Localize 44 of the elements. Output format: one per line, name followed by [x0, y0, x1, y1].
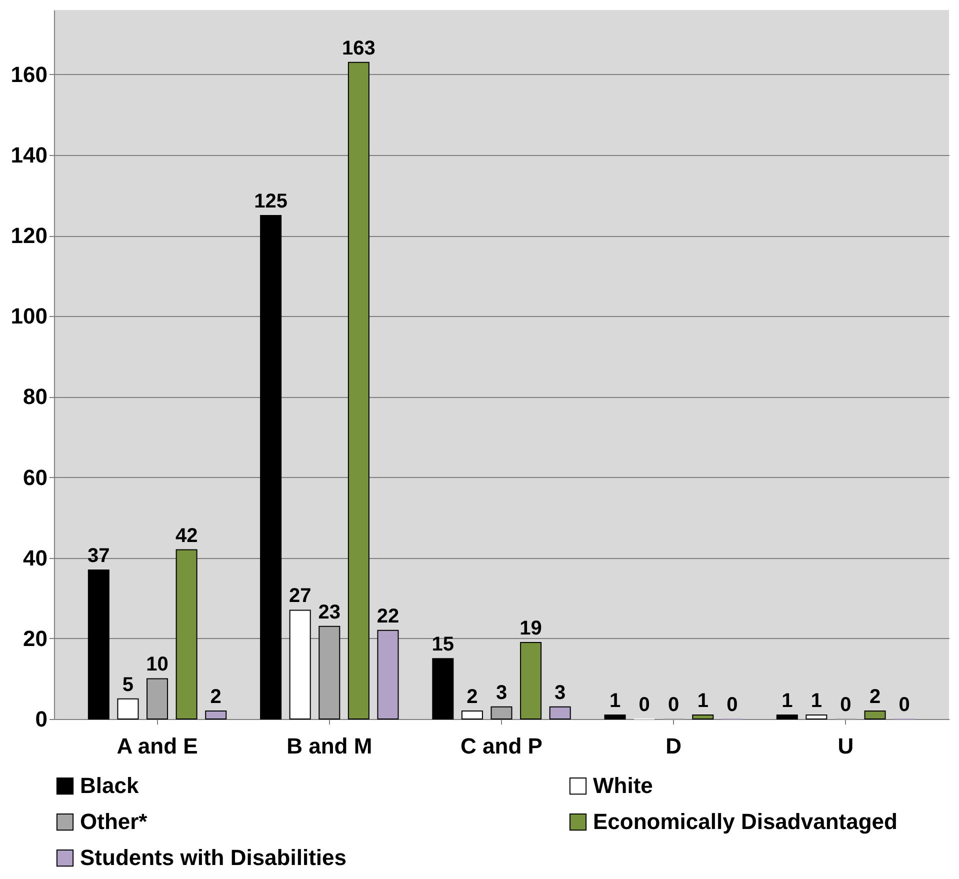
x-tick-label: B and M: [286, 734, 372, 758]
data-label: 0: [898, 694, 910, 716]
data-label: 125: [254, 190, 288, 212]
data-label: 0: [638, 694, 650, 716]
data-label: 0: [726, 694, 738, 716]
legend-label: Black: [80, 773, 140, 798]
data-label: 2: [210, 686, 222, 708]
data-label: 0: [840, 694, 852, 716]
x-tick-label: U: [838, 734, 854, 758]
x-tick-label: C and P: [460, 734, 542, 758]
data-label: 2: [466, 686, 478, 708]
y-tick-label: 20: [23, 626, 48, 651]
data-label: 2: [869, 686, 881, 708]
data-label: 15: [432, 634, 454, 656]
data-label: 0: [668, 694, 680, 716]
data-label: 3: [554, 682, 566, 704]
data-label: 3: [496, 682, 508, 704]
data-label: 37: [88, 544, 110, 567]
y-tick-label: 0: [35, 706, 48, 732]
y-tick-label: 160: [10, 62, 48, 87]
data-label: 1: [609, 690, 621, 712]
data-label: 19: [520, 617, 542, 640]
y-tick-label: 100: [10, 304, 48, 329]
y-tick-label: 80: [23, 384, 48, 410]
data-label: 5: [122, 674, 134, 696]
y-tick-label: 60: [23, 464, 48, 490]
x-tick-label: D: [666, 734, 682, 758]
data-label: 23: [318, 601, 341, 624]
data-label: 22: [376, 605, 400, 628]
data-label: 1: [810, 690, 822, 712]
y-tick-label: 40: [23, 545, 48, 570]
data-label: 10: [146, 654, 168, 676]
data-label: 163: [342, 37, 376, 60]
y-tick-label: 140: [10, 142, 48, 168]
data-label: 42: [175, 524, 198, 547]
data-label: 27: [288, 585, 312, 608]
legend-label: Economically Disadvantaged: [593, 809, 898, 834]
legend-label: Students with Disabilities: [80, 845, 346, 870]
data-label: 1: [697, 690, 708, 712]
data-label: 1: [782, 690, 793, 712]
legend-label: White: [593, 773, 653, 798]
y-tick-label: 120: [10, 223, 48, 248]
legend-label: Other*: [80, 809, 148, 834]
x-tick-label: A and E: [116, 734, 198, 758]
